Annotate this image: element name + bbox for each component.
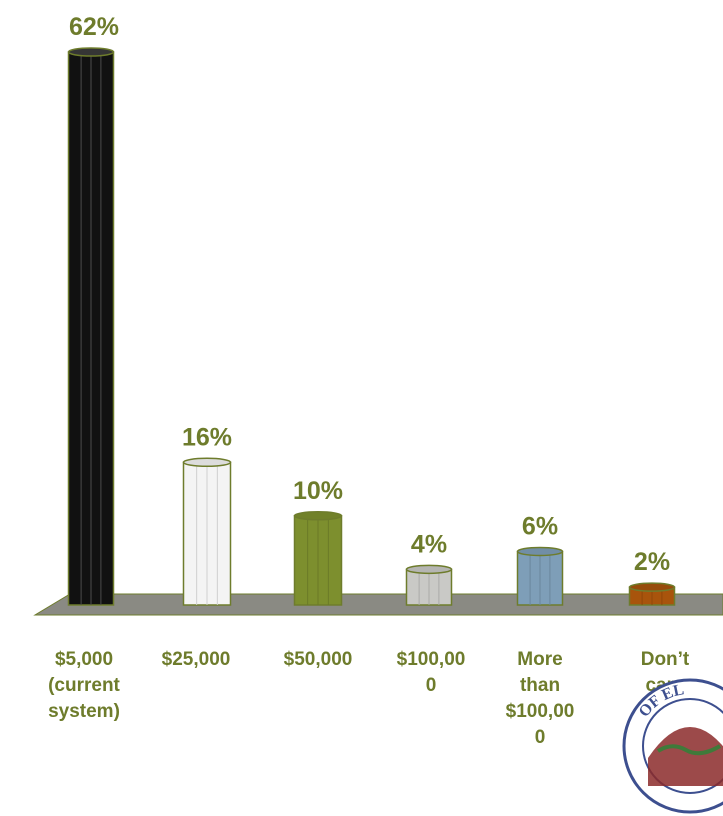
category-label-line: $5,000 (54, 649, 114, 670)
category-label-line: 0 (534, 727, 546, 748)
category-label: $100,00 0 (376, 647, 486, 699)
bar (405, 564, 453, 606)
bar (182, 457, 232, 606)
value-label: 6% (522, 512, 558, 540)
category-label-line: $25,000 (161, 649, 231, 670)
bars-group (67, 47, 676, 606)
city-seal-logo: OF EL (622, 678, 723, 814)
category-label-line: $100,00 (396, 649, 466, 670)
value-label: 10% (293, 477, 343, 505)
category-label-line: system) (48, 701, 120, 722)
category-label-line: (current (48, 675, 120, 696)
bar (293, 511, 343, 606)
category-label-line: $100,00 (505, 701, 575, 722)
bar (628, 582, 676, 606)
bar-chart: 62% 16% 10% 4% 6% 2% (33, 13, 723, 616)
value-labels-group: 62% 16% 10% 4% 6% 2% (69, 13, 670, 576)
chart-floor (33, 593, 723, 616)
category-label-line: More (517, 649, 563, 670)
category-label: $25,000 (141, 647, 251, 673)
bar (67, 47, 115, 606)
value-label: 62% (69, 13, 119, 41)
category-label: More than $100,00 0 (485, 647, 595, 751)
category-label: $5,000 (current system) (29, 647, 139, 725)
category-label-line: Don’t (640, 649, 690, 670)
value-label: 2% (634, 548, 670, 576)
bar (516, 546, 564, 606)
category-label-line: than (519, 675, 561, 696)
value-label: 16% (182, 423, 232, 451)
category-label: $50,000 (263, 647, 373, 673)
category-label-line: 0 (425, 675, 437, 696)
category-label-line: $50,000 (283, 649, 353, 670)
value-label: 4% (411, 530, 447, 558)
